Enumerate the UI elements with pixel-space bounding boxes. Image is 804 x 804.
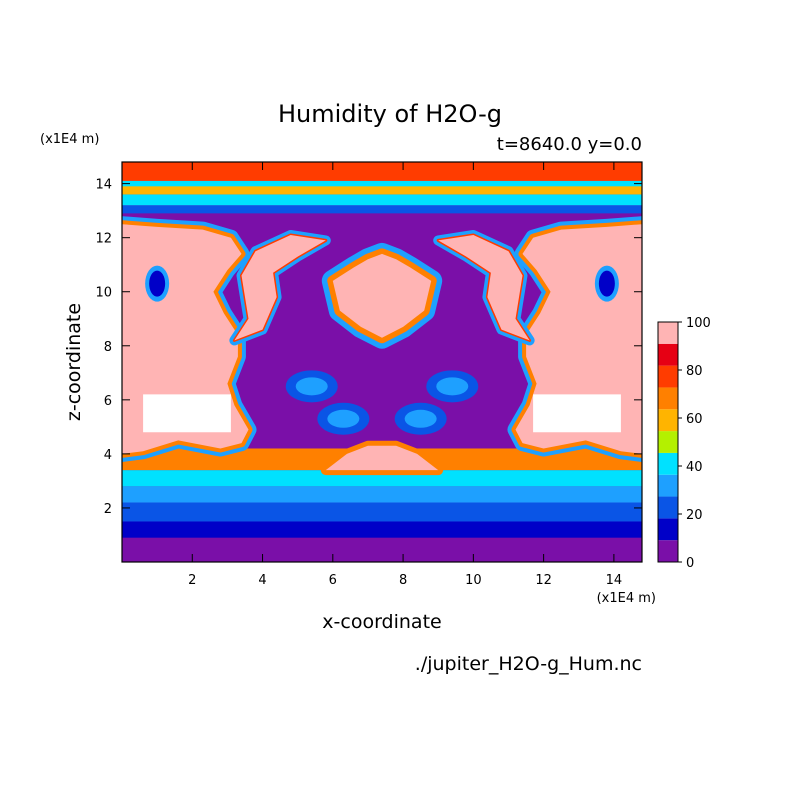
colorbar-tick-label: 0 [686,556,694,571]
y-tick-label: 12 [95,232,112,247]
lower-arc-core [325,445,439,471]
x-unit-label: (x1E4 m) [597,591,656,606]
cap-cyan-strip [122,180,642,187]
band-z-7 [122,194,642,206]
band-z-9 [122,162,642,184]
colorbar-swatch [658,518,678,541]
chart-subtitle: t=8640.0 y=0.0 [497,134,642,155]
colorbar-tick-label: 80 [686,364,703,379]
y-axis: 2 4 6 8 10 12 14 [95,178,642,517]
x-tick-label: 8 [399,573,407,588]
plot-frame [121,161,643,563]
colorbar-swatch [658,540,678,562]
x-tick-label: 12 [535,573,552,588]
eddy-core-1 [598,270,615,297]
x-tick-label: 4 [258,573,266,588]
band-z-2 [122,502,642,522]
x-tick-label: 6 [329,573,337,588]
left-arm-core [234,235,326,341]
colorbar-swatch [658,431,678,453]
y-tick-label: 4 [104,448,112,463]
blob-inner-2 [327,409,360,428]
x-tick-label: 14 [606,573,623,588]
chart-title: Humidity of H2O-g [278,100,502,128]
colorbar-swatch [658,452,678,475]
colorbar-swatch [658,387,678,410]
colorbar-swatch [658,343,678,366]
colorbar-tick-label: 60 [686,412,703,427]
x-axis: 2 4 6 8 10 12 14 [188,162,622,588]
colorbar-tick-label: 100 [686,316,711,331]
band-z-6 [122,205,642,214]
colorbar-swatch [658,322,678,344]
colorbar: 0 20 40 60 80 100 [657,316,711,571]
colorbar-swatch [658,474,678,497]
blob-inner-0 [295,377,328,396]
y-tick-label: 2 [104,502,112,517]
colorbar-swatch [658,496,678,519]
x-tick-label: 2 [188,573,196,588]
y-tick-label: 14 [95,178,112,193]
right-arm-core [438,235,530,341]
colorbar-swatch [658,365,678,388]
band-z-4 [122,470,642,487]
blob-inner-1 [436,377,469,396]
blob-inner-3 [404,409,437,428]
colorbar-tick-label: 20 [686,508,703,523]
y-tick-label: 10 [95,286,112,301]
x-tick-label: 10 [465,573,482,588]
y-axis-label: z-coordinate [63,303,85,421]
y-tick-label: 8 [104,340,112,355]
eddy-core-0 [149,270,166,297]
band-z-3 [122,486,642,503]
y-tick-label: 6 [104,394,112,409]
colorbar-tick-label: 40 [686,460,703,475]
x-axis-label: x-coordinate [322,611,441,633]
y-unit-label: (x1E4 m) [40,132,99,147]
white-patch-1 [533,394,621,433]
colorbar-frame [657,321,679,563]
colorbar-swatch [658,409,678,432]
band-z-1 [122,521,642,538]
source-file-label: ./jupiter_H2O-g_Hum.nc [415,653,642,675]
white-patch-0 [143,394,231,433]
band-z-0 [122,537,642,562]
band-z-8 [122,183,642,195]
plume-core [332,253,432,338]
contour-plot-area [122,162,642,562]
